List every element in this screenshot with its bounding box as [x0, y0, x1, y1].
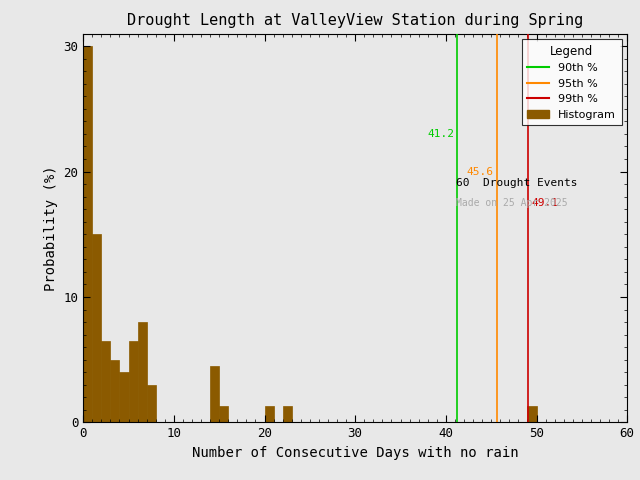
Bar	[138, 322, 147, 422]
Legend: 90th %, 95th %, 99th %, Histogram: 90th %, 95th %, 99th %, Histogram	[522, 39, 621, 125]
Bar	[101, 341, 111, 422]
Bar	[283, 406, 292, 422]
X-axis label: Number of Consecutive Days with no rain: Number of Consecutive Days with no rain	[192, 446, 518, 460]
Bar	[219, 406, 228, 422]
Bar	[120, 372, 129, 422]
Bar	[129, 341, 138, 422]
Bar	[147, 385, 156, 422]
Bar	[92, 234, 101, 422]
Text: 41.2: 41.2	[427, 129, 454, 139]
Bar	[527, 406, 536, 422]
Bar	[83, 46, 92, 422]
Text: Made on 25 Apr 2025: Made on 25 Apr 2025	[456, 198, 568, 208]
Bar	[264, 406, 274, 422]
Bar	[111, 360, 120, 422]
Text: 45.6: 45.6	[467, 167, 494, 177]
Text: 49.1: 49.1	[531, 198, 558, 208]
Text: 60  Drought Events: 60 Drought Events	[456, 178, 577, 188]
Y-axis label: Probability (%): Probability (%)	[44, 165, 58, 291]
Bar	[210, 366, 219, 422]
Title: Drought Length at ValleyView Station during Spring: Drought Length at ValleyView Station dur…	[127, 13, 583, 28]
